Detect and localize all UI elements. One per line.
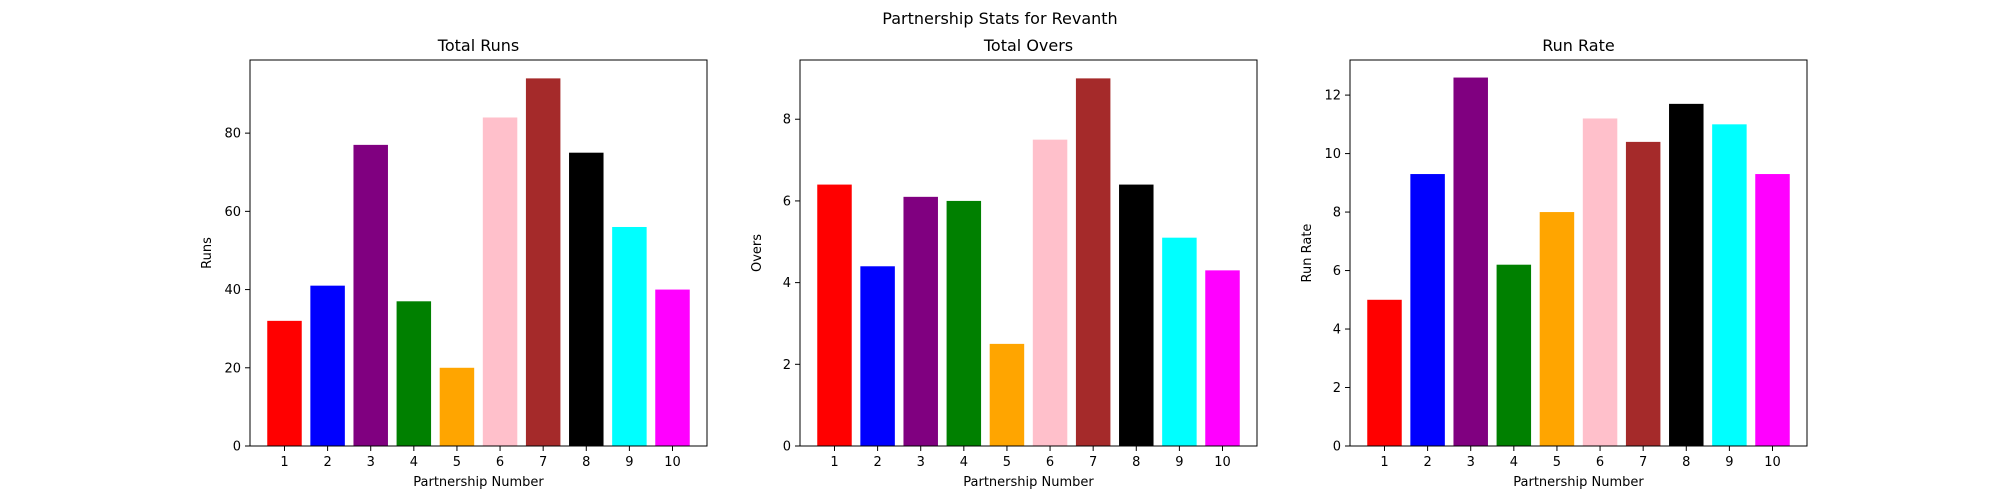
- run-rate-xtick-label-6: 6: [1596, 455, 1604, 470]
- runs-xtick-label-1: 1: [280, 455, 288, 470]
- runs-bar-5: [439, 367, 475, 446]
- runs-bar-1: [267, 320, 302, 446]
- runs-bar-4: [396, 301, 432, 446]
- overs-xtick-label-5: 5: [1003, 455, 1011, 470]
- run-rate-xtick-label-4: 4: [1510, 455, 1518, 470]
- run-rate-xtick-label-5: 5: [1553, 455, 1561, 470]
- runs-ytick-label-0: 0: [233, 440, 241, 455]
- run-rate-ytick-label-6: 6: [1333, 264, 1341, 279]
- overs-xtick-label-4: 4: [960, 455, 968, 470]
- chart-total-runs: 1 2 3 4 5 6 7 8 9 10 0 20 40 60 80 Total Runs Partnershi…: [200, 36, 708, 490]
- overs-bar-2: [860, 266, 895, 446]
- overs-xtick-label-2: 2: [873, 455, 881, 470]
- runs-xtick-label-7: 7: [539, 455, 547, 470]
- overs-xtick-label-7: 7: [1089, 455, 1097, 470]
- runs-bar-8: [569, 152, 604, 446]
- overs-ytick-label-6: 6: [783, 194, 791, 209]
- overs-bar-4: [946, 200, 982, 446]
- runs-bar-7: [525, 78, 561, 446]
- run-rate-bar-6: [1582, 118, 1618, 446]
- overs-bar-10: [1205, 270, 1240, 446]
- overs-xtick-label-6: 6: [1046, 455, 1054, 470]
- runs-xtick-label-4: 4: [410, 455, 418, 470]
- overs-bar-8: [1119, 184, 1154, 446]
- runs-chart-title: Total Runs: [437, 36, 519, 55]
- runs-xtick-label-8: 8: [582, 455, 590, 470]
- runs-y-axis-label: Runs: [200, 237, 215, 269]
- run-rate-xtick-label-2: 2: [1423, 455, 1431, 470]
- run-rate-ytick-label-10: 10: [1324, 147, 1341, 162]
- runs-ytick-label-60: 60: [224, 205, 241, 220]
- run-rate-ytick-label-2: 2: [1333, 381, 1341, 396]
- run-rate-bar-1: [1367, 299, 1402, 446]
- run-rate-ytick-label-0: 0: [1333, 440, 1341, 455]
- overs-bar-9: [1162, 237, 1197, 446]
- overs-bar-3: [903, 196, 938, 446]
- run-rate-xtick-label-7: 7: [1639, 455, 1647, 470]
- run-rate-bar-10: [1755, 174, 1790, 447]
- run-rate-bar-2: [1410, 174, 1445, 447]
- run-rate-bar-8: [1669, 103, 1704, 447]
- run-rate-xtick-label-10: 10: [1764, 455, 1781, 470]
- run-rate-chart-title: Run Rate: [1542, 36, 1614, 55]
- runs-xtick-label-6: 6: [496, 455, 504, 470]
- overs-xtick-label-3: 3: [917, 455, 925, 470]
- figure-suptitle: Partnership Stats for Revanth: [882, 9, 1117, 28]
- overs-bar-1: [817, 184, 852, 446]
- runs-xtick-label-3: 3: [367, 455, 375, 470]
- overs-xtick-label-9: 9: [1175, 455, 1183, 470]
- overs-x-axis-label: Partnership Number: [963, 475, 1094, 490]
- overs-ytick-label-4: 4: [783, 276, 791, 291]
- run-rate-ytick-label-8: 8: [1333, 206, 1341, 221]
- overs-xtick-label-10: 10: [1214, 455, 1231, 470]
- overs-bar-5: [989, 343, 1025, 446]
- overs-ytick-label-0: 0: [783, 440, 791, 455]
- run-rate-ytick-label-4: 4: [1333, 323, 1341, 338]
- overs-xtick-label-1: 1: [830, 455, 838, 470]
- runs-bar-3: [353, 144, 388, 446]
- run-rate-bar-9: [1712, 124, 1747, 446]
- overs-bar-7: [1075, 78, 1111, 446]
- run-rate-x-axis-label: Partnership Number: [1513, 475, 1644, 490]
- runs-bar-6: [482, 117, 518, 447]
- run-rate-xtick-label-1: 1: [1380, 455, 1388, 470]
- run-rate-xtick-label-8: 8: [1682, 455, 1690, 470]
- runs-ytick-label-80: 80: [224, 127, 241, 142]
- run-rate-ytick-label-12: 12: [1324, 89, 1341, 104]
- runs-xtick-label-2: 2: [323, 455, 331, 470]
- overs-ytick-label-2: 2: [783, 358, 791, 373]
- runs-xtick-label-5: 5: [453, 455, 461, 470]
- runs-x-axis-label: Partnership Number: [413, 475, 544, 490]
- run-rate-y-axis-label: Run Rate: [1300, 224, 1315, 283]
- run-rate-xtick-label-9: 9: [1725, 455, 1733, 470]
- overs-bar-6: [1032, 139, 1068, 446]
- run-rate-axes-frame: [1349, 59, 1808, 447]
- overs-xtick-label-8: 8: [1132, 455, 1140, 470]
- runs-ytick-label-40: 40: [224, 283, 241, 298]
- runs-bar-9: [612, 226, 647, 446]
- chart-total-overs: 1 2 3 4 5 6 7 8 9 10 0 2 4 6 8 Total Overs Partnership N…: [750, 36, 1258, 490]
- run-rate-bar-3: [1453, 77, 1488, 447]
- runs-axes-frame: [249, 59, 708, 447]
- runs-bar-10: [655, 289, 690, 446]
- run-rate-bar-4: [1496, 264, 1532, 446]
- run-rate-bar-7: [1625, 141, 1661, 446]
- runs-ytick-label-20: 20: [224, 361, 241, 376]
- overs-axes-frame: [799, 59, 1258, 447]
- overs-chart-title: Total Overs: [983, 36, 1073, 55]
- runs-bar-2: [310, 285, 345, 446]
- overs-ytick-label-8: 8: [783, 113, 791, 128]
- overs-y-axis-label: Overs: [750, 234, 765, 272]
- runs-xtick-label-10: 10: [664, 455, 681, 470]
- runs-xtick-label-9: 9: [625, 455, 633, 470]
- run-rate-xtick-label-3: 3: [1467, 455, 1475, 470]
- run-rate-bar-5: [1539, 212, 1575, 446]
